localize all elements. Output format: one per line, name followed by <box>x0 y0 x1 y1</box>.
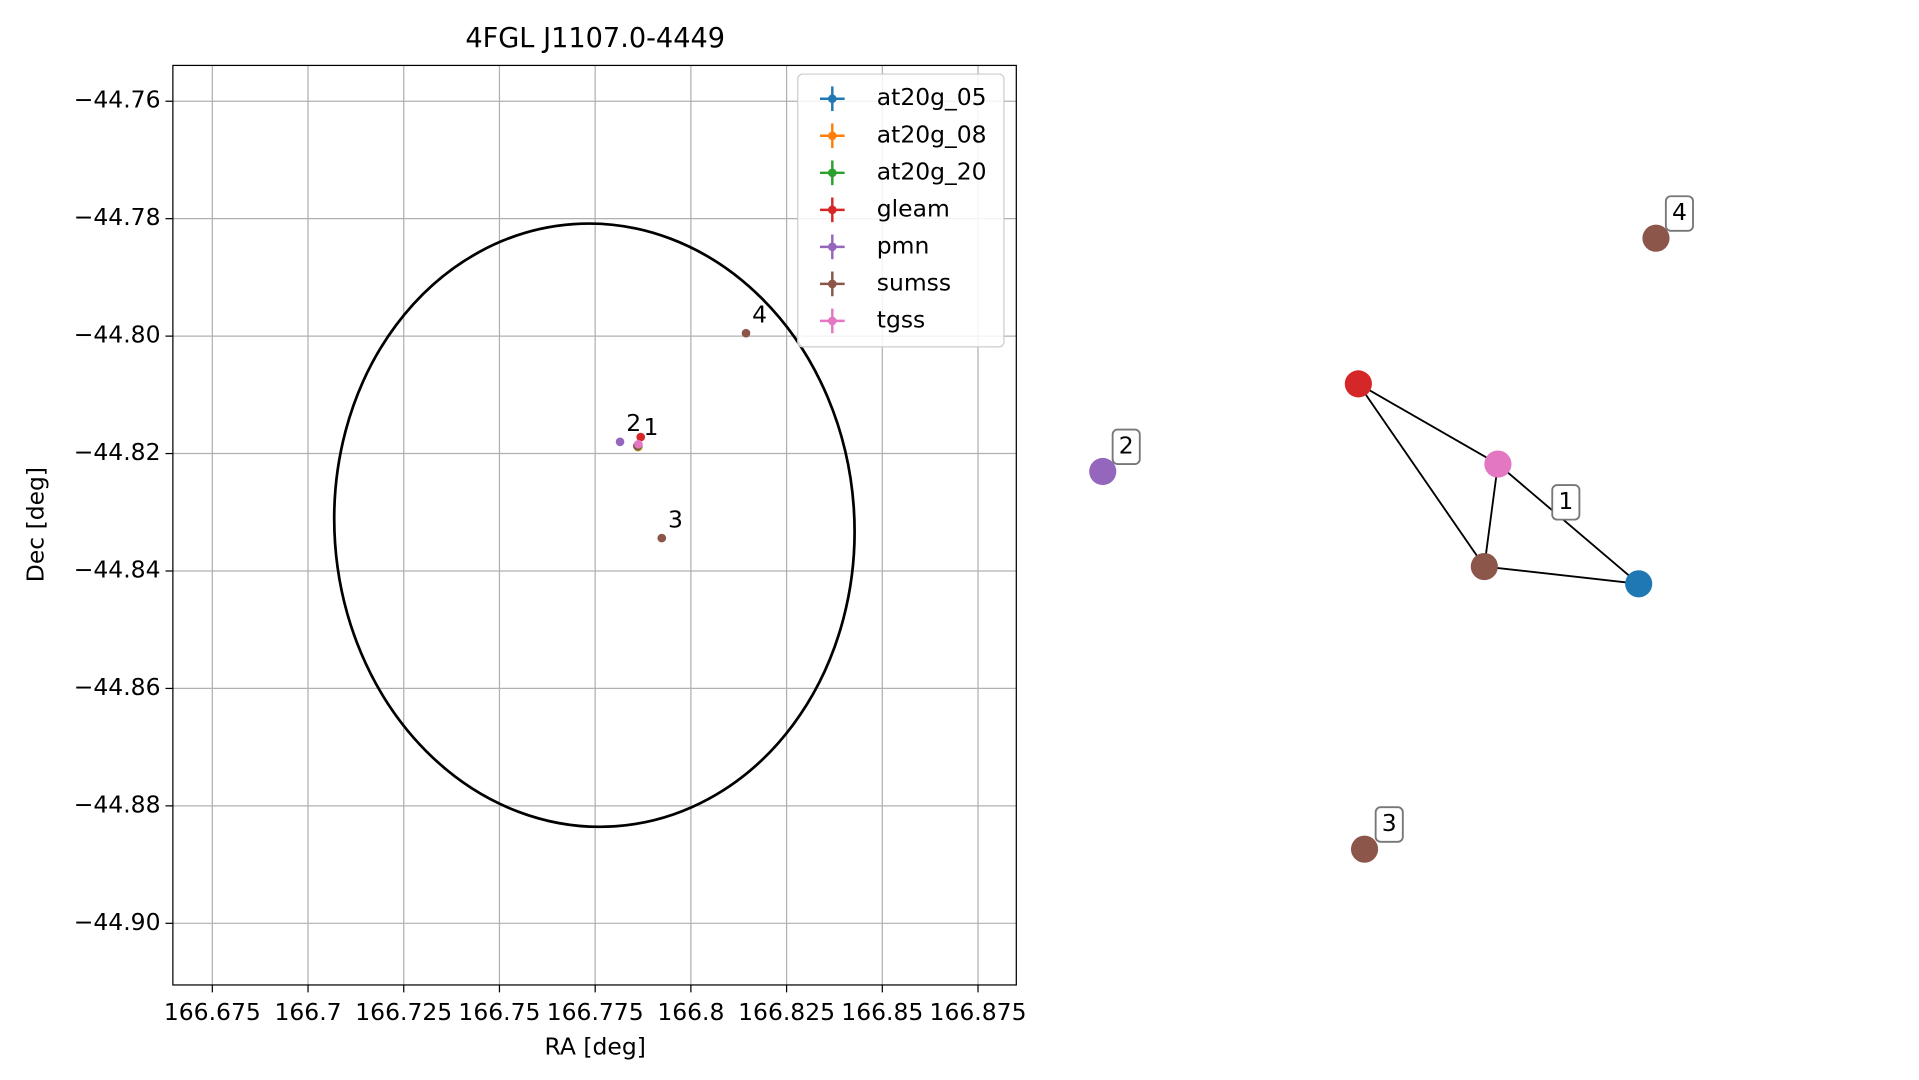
error-ellipse <box>332 222 856 829</box>
y-tick-label: −44.86 <box>74 673 161 701</box>
plot-frame <box>172 64 1017 986</box>
label-box <box>1664 195 1694 232</box>
node <box>1344 370 1372 398</box>
marker <box>657 533 667 543</box>
x-tick-label: 166.825 <box>738 998 835 1026</box>
annotation: 2 <box>626 409 641 437</box>
edge <box>1483 463 1499 567</box>
edge <box>1357 383 1499 465</box>
legend-marker <box>827 205 837 215</box>
marker <box>615 437 625 447</box>
legend-box <box>797 73 1005 348</box>
y-tick-label: −44.88 <box>74 790 161 818</box>
x-axis-label: RA [deg] <box>545 1032 646 1060</box>
legend-marker <box>827 131 837 141</box>
node <box>1625 570 1653 598</box>
edge <box>1357 383 1486 568</box>
label-box <box>1551 484 1581 521</box>
cluster-label: 2 <box>1119 431 1134 459</box>
legend-marker <box>827 168 837 178</box>
x-tick-label: 166.675 <box>164 998 261 1026</box>
legend-label: pmn <box>877 231 930 259</box>
x-tick-label: 166.7 <box>274 998 341 1026</box>
y-tick-label: −44.84 <box>74 555 161 583</box>
marker <box>636 432 646 442</box>
legend-marker <box>827 242 837 252</box>
edge <box>1484 565 1639 585</box>
x-tick-label: 166.775 <box>547 998 644 1026</box>
edge <box>1497 463 1640 585</box>
y-tick-label: −44.82 <box>74 438 161 466</box>
node <box>1470 552 1498 581</box>
legend-label: gleam <box>877 194 950 222</box>
node <box>1484 450 1512 478</box>
marker <box>634 439 643 449</box>
y-tick-label: −44.90 <box>74 908 161 936</box>
legend-label: sumss <box>877 268 951 296</box>
legend-label: at20g_05 <box>877 83 987 111</box>
x-tick-label: 166.725 <box>355 998 452 1026</box>
y-tick-label: −44.78 <box>74 203 161 231</box>
legend-marker <box>827 279 837 289</box>
y-tick-label: −44.80 <box>74 321 161 349</box>
annotation: 4 <box>752 300 767 328</box>
legend-label: at20g_08 <box>877 120 987 148</box>
x-tick-label: 166.75 <box>458 998 540 1026</box>
cluster-label: 4 <box>1672 198 1687 226</box>
node <box>1642 224 1670 252</box>
legend-label: tgss <box>877 305 926 333</box>
node <box>1089 457 1117 486</box>
x-tick-label: 166.85 <box>841 998 923 1026</box>
cluster-label: 1 <box>1558 487 1573 515</box>
annotation: 3 <box>668 505 683 533</box>
legend-label: at20g_20 <box>877 157 987 185</box>
legend-marker <box>827 316 837 326</box>
cluster-label: 3 <box>1382 809 1397 837</box>
marker <box>741 328 751 338</box>
x-tick-label: 166.8 <box>657 998 724 1026</box>
x-tick-label: 166.875 <box>930 998 1027 1026</box>
legend-marker <box>827 94 837 104</box>
chart-title: 4FGL J1107.0-4449 <box>465 23 725 54</box>
node <box>1350 835 1379 863</box>
y-tick-label: −44.76 <box>74 86 161 114</box>
annotation: 1 <box>643 413 658 441</box>
label-box <box>1111 428 1141 466</box>
y-axis-label: Dec [deg] <box>22 467 50 582</box>
label-box <box>1374 806 1404 843</box>
